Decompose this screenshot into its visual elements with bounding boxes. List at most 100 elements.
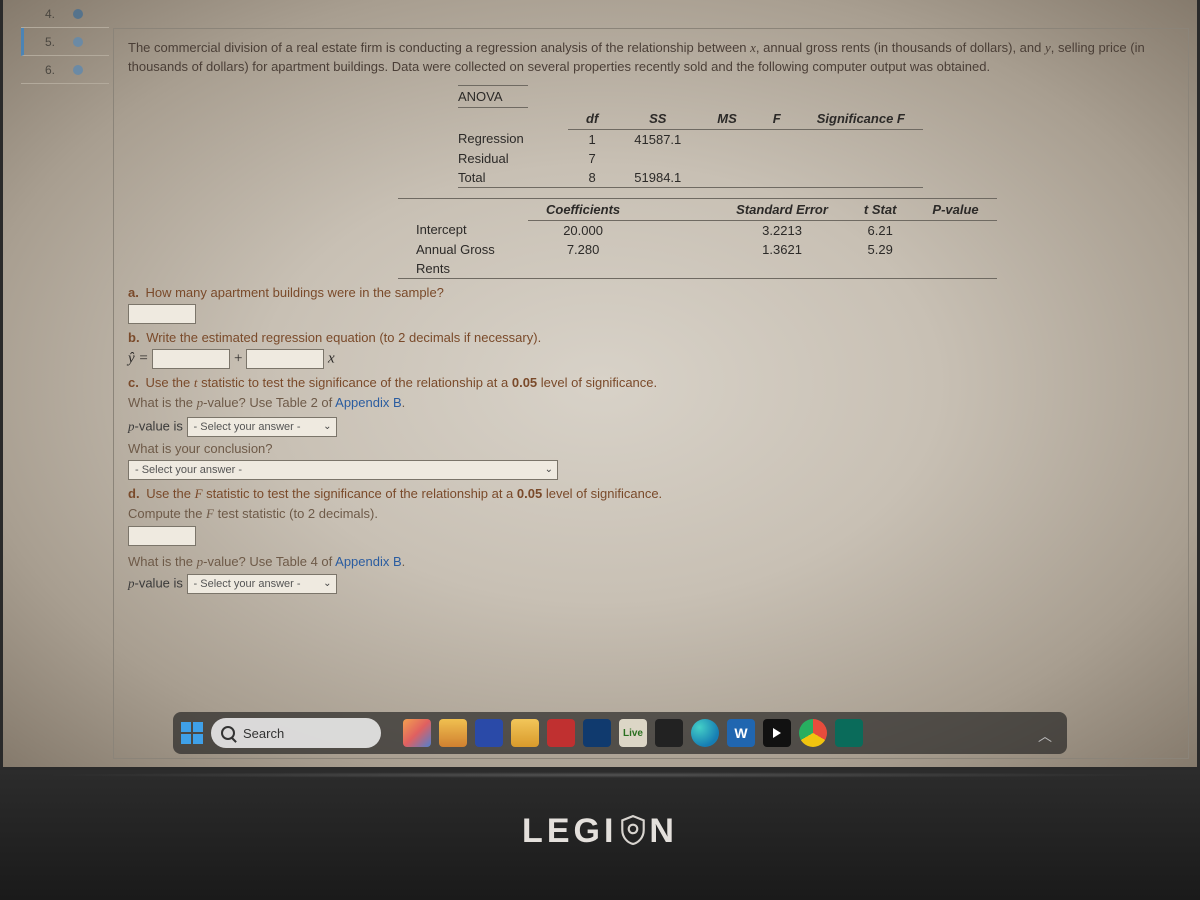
p-value-select-d[interactable]: - Select your answer - ⌄ xyxy=(187,574,337,594)
nav-item-5[interactable]: 5. xyxy=(21,28,109,56)
question-nav: 4. 5. 6. xyxy=(21,0,109,84)
answer-input-a[interactable] xyxy=(128,304,196,324)
app-icon[interactable] xyxy=(835,719,863,747)
row-label: Rents xyxy=(398,259,528,279)
table-row: Regression 1 41587.1 xyxy=(458,129,923,149)
p-value-question: What is the p-value? Use Table 2 of Appe… xyxy=(128,395,1174,411)
part-label: b. xyxy=(128,330,140,345)
anova-title: ANOVA xyxy=(458,85,528,108)
f-var: F xyxy=(195,486,203,501)
select-placeholder: - Select your answer - xyxy=(135,464,242,476)
part-text: How many apartment buildings were in the… xyxy=(145,285,443,300)
table-row: Intercept 20.000 3.2213 6.21 xyxy=(398,220,997,240)
status-dot-icon xyxy=(73,37,83,47)
regression-equation: ŷ = + x xyxy=(128,349,1174,369)
cell: 1.3621 xyxy=(718,240,846,259)
app-icon[interactable] xyxy=(547,719,575,747)
table-row: Rents xyxy=(398,259,997,279)
label: -value is xyxy=(135,575,183,590)
conclusion-question: What is your conclusion? xyxy=(128,441,1174,456)
col-p: P-value xyxy=(914,198,996,220)
table-row: Residual 7 xyxy=(458,149,923,168)
part-b: b. Write the estimated regression equati… xyxy=(128,330,1174,345)
cell: 8 xyxy=(568,168,616,188)
part-text: level of significance. xyxy=(537,375,657,390)
part-label: d. xyxy=(128,486,140,501)
answer-input-f[interactable] xyxy=(128,526,196,546)
select-placeholder: - Select your answer - xyxy=(194,578,301,590)
row-label: Residual xyxy=(458,149,568,168)
part-text: Use the xyxy=(145,375,193,390)
row-label: Annual Gross xyxy=(398,240,528,259)
tables-block: ANOVA df SS MS F Significance F Regressi… xyxy=(458,85,1174,279)
p-value-question-d: What is the p-value? Use Table 4 of Appe… xyxy=(128,554,1174,570)
chevron-down-icon: ⌄ xyxy=(323,578,331,589)
cell: 5.29 xyxy=(846,240,915,259)
nav-num: 4. xyxy=(45,7,55,21)
edge-icon[interactable] xyxy=(691,719,719,747)
app-icon[interactable] xyxy=(655,719,683,747)
chat-icon[interactable] xyxy=(475,719,503,747)
intro-text: The commercial division of a real estate… xyxy=(128,40,750,55)
f-var: F xyxy=(206,506,214,521)
brand-text: LEGI xyxy=(522,812,617,850)
answer-input-b1[interactable] xyxy=(246,349,324,369)
coefficients-table: Coefficients Standard Error t Stat P-val… xyxy=(398,198,997,279)
part-d: d. Use the F statistic to test the signi… xyxy=(128,486,1174,502)
x-label: x xyxy=(328,350,335,366)
media-icon[interactable] xyxy=(763,719,791,747)
chevron-down-icon: ⌄ xyxy=(545,464,553,475)
col-t: t Stat xyxy=(846,198,915,220)
live-icon[interactable]: Live xyxy=(619,719,647,747)
row-label: Intercept xyxy=(398,220,528,240)
chevron-down-icon: ⌄ xyxy=(323,421,331,432)
part-label: a. xyxy=(128,285,139,300)
select-placeholder: - Select your answer - xyxy=(194,421,301,433)
taskbar-search[interactable]: Search xyxy=(211,718,381,748)
cell: 7.280 xyxy=(528,240,638,259)
file-explorer-icon[interactable] xyxy=(511,719,539,747)
cell: 41587.1 xyxy=(616,129,699,149)
p-value-select[interactable]: - Select your answer - ⌄ xyxy=(187,417,337,437)
pinned-app-icon[interactable] xyxy=(439,719,467,747)
appendix-b-link[interactable]: Appendix B xyxy=(335,554,402,569)
conclusion-select[interactable]: - Select your answer - ⌄ xyxy=(128,460,558,480)
laptop-brand: LEGIN xyxy=(0,812,1200,851)
legion-shield-icon xyxy=(619,815,647,845)
soft-light xyxy=(40,772,1160,778)
col-df: df xyxy=(568,108,616,130)
nav-num: 5. xyxy=(45,35,55,49)
cell: 1 xyxy=(568,129,616,149)
search-placeholder: Search xyxy=(243,726,284,741)
col-sig: Significance F xyxy=(799,108,923,130)
appendix-b-link[interactable]: Appendix B xyxy=(335,395,402,410)
screen-area: 4. 5. 6. The commercial division of a re… xyxy=(0,0,1200,770)
compute-f: Compute the F test statistic (to 2 decim… xyxy=(128,506,1174,522)
word-icon[interactable]: W xyxy=(727,719,755,747)
intro-text: , annual gross rents (in thousands of do… xyxy=(756,40,1045,55)
nav-item-6[interactable]: 6. xyxy=(21,56,109,84)
col-coef: Coefficients xyxy=(528,198,638,220)
chrome-icon[interactable] xyxy=(799,719,827,747)
part-c: c. Use the t statistic to test the signi… xyxy=(128,375,1174,391)
label: -value is xyxy=(135,418,183,433)
col-se: Standard Error xyxy=(718,198,846,220)
copilot-icon[interactable] xyxy=(403,719,431,747)
tray-chevron-up-icon[interactable]: ︿ xyxy=(1038,726,1052,746)
part-text: statistic to test the significance of th… xyxy=(198,375,512,390)
row-label: Total xyxy=(458,168,568,188)
part-a: a. How many apartment buildings were in … xyxy=(128,285,1174,300)
search-icon xyxy=(221,726,235,740)
part-text: Write the estimated regression equation … xyxy=(146,330,541,345)
part-label: c. xyxy=(128,375,139,390)
status-dot-icon xyxy=(73,9,83,19)
part-text: statistic to test the significance of th… xyxy=(203,486,517,501)
nav-item-4[interactable]: 4. xyxy=(21,0,109,28)
cell: 51984.1 xyxy=(616,168,699,188)
cell: 20.000 xyxy=(528,220,638,240)
security-icon[interactable] xyxy=(583,719,611,747)
anova-table: df SS MS F Significance F Regression 1 4… xyxy=(458,108,923,188)
row-label: Regression xyxy=(458,129,568,149)
start-button[interactable] xyxy=(181,722,203,744)
answer-input-b0[interactable] xyxy=(152,349,230,369)
